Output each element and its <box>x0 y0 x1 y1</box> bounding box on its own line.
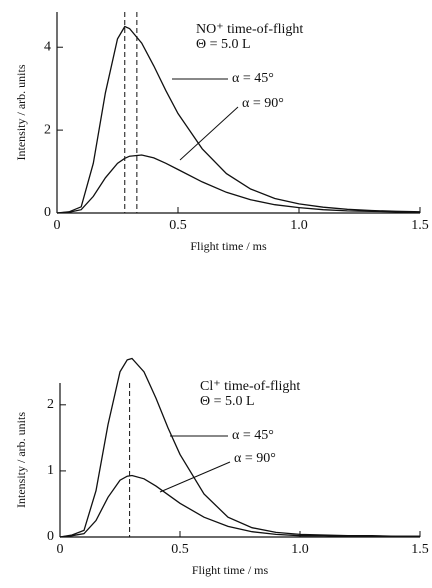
series-label: α = 45° <box>232 428 274 443</box>
x-tick-label: 0 <box>57 542 64 557</box>
chart-title: Cl⁺ time-of-flight <box>200 379 300 394</box>
chart-panel: 0 0.5 1.0 1.5 0 1 2 Flight time / ms Intensity /… <box>14 357 429 577</box>
chart-panel: 0 0.5 1.0 1.5 0 2 4 Flight time / ms Intensity /… <box>14 12 429 253</box>
data-line <box>56 154 421 214</box>
callout-line <box>179 106 239 161</box>
y-tick-label: 4 <box>44 39 51 54</box>
x-tick-label: 0.5 <box>171 542 189 557</box>
x-tick-label: 0 <box>54 218 61 233</box>
data-line <box>59 474 420 538</box>
y-tick-label: 0 <box>47 529 54 544</box>
chart-subtitle: Θ = 5.0 L <box>200 394 255 409</box>
chart-subtitle: Θ = 5.0 L <box>196 37 251 52</box>
series-label: α = 45° <box>232 71 274 86</box>
callout-line <box>159 461 231 493</box>
x-tick-label: 1.5 <box>411 542 429 557</box>
y-tick-label: 0 <box>44 205 51 220</box>
data-line <box>56 25 421 214</box>
x-tick-label: 1.0 <box>291 542 309 557</box>
y-tick-label: 1 <box>47 463 54 478</box>
y-tick-label: 2 <box>44 122 51 137</box>
x-axis-label: Flight time / ms <box>192 563 269 577</box>
y-axis-label: Intensity / arb. units <box>14 64 28 160</box>
x-tick-label: 0.5 <box>169 218 187 233</box>
chart-title: NO⁺ time-of-flight <box>196 22 303 37</box>
series-label: α = 90° <box>242 96 284 111</box>
y-tick-label: 2 <box>47 397 54 412</box>
x-tick-label: 1.0 <box>290 218 308 233</box>
y-axis-label: Intensity / arb. units <box>14 412 28 508</box>
series-label: α = 90° <box>234 451 276 466</box>
x-axis-label: Flight time / ms <box>190 239 267 253</box>
x-tick-label: 1.5 <box>411 218 429 233</box>
